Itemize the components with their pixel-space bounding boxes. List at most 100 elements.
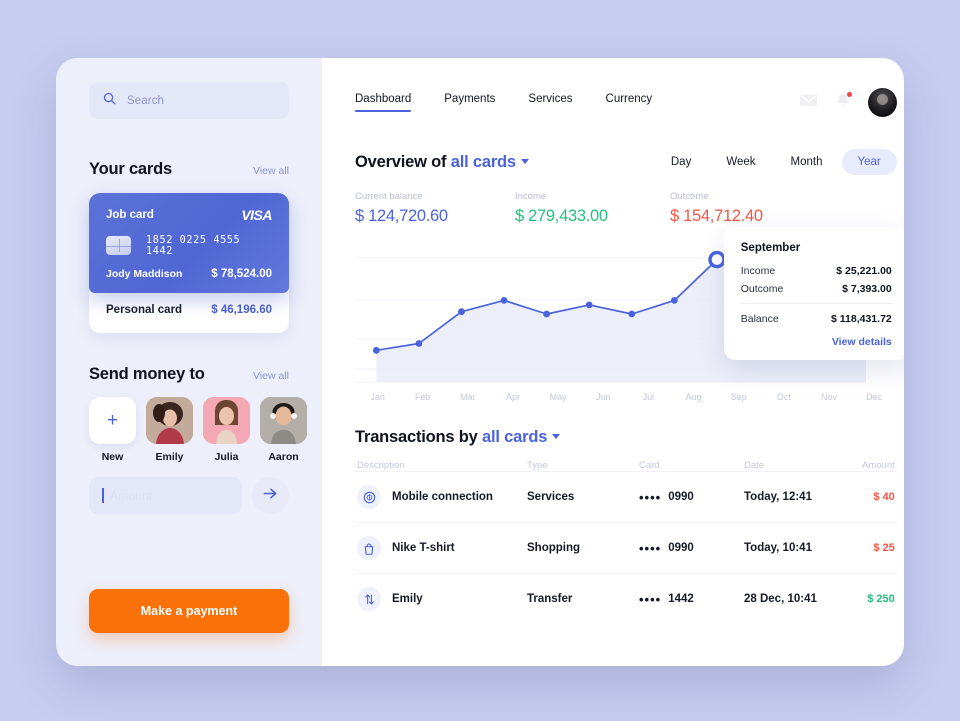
amount-row: Amount [89,477,289,514]
balance-chart[interactable]: Jan Feb Mar Apr May Jun Jul Aug Sep Oct Nov Dec Sep… [355,227,904,412]
tooltip-month: September [740,242,801,254]
mail-icon[interactable] [799,93,818,112]
add-recipient-button[interactable]: + [89,397,136,444]
tab-services[interactable]: Services [528,93,573,105]
avatar [146,397,193,444]
stat-outcome: Outcome $ 154,712.40 [670,191,763,226]
recipient-label: Aaron [268,451,299,463]
recipient-julia[interactable]: Julia [203,397,250,463]
shopping-bag-icon [357,536,381,560]
tooltip-balance-value: $ 118,431.72 [831,313,892,325]
tab-currency[interactable]: Currency [605,93,653,105]
overview-title: Overview of all cards [355,153,529,172]
transactions-cards-selector[interactable]: all cards [482,428,548,446]
overview-cards-selector[interactable]: all cards [450,152,516,171]
avatar [260,397,307,444]
personal-card-balance: $ 46,196.60 [211,304,272,316]
col-type: Type [527,460,548,471]
card-holder-name: Jody Maddison [106,268,183,280]
table-row[interactable]: Nike T-shirt Shopping •••• 0990 Today, 1… [355,522,897,573]
period-month[interactable]: Month [790,156,823,168]
view-details-link[interactable]: View details [831,336,892,348]
tooltip-value: $ 7,393.00 [842,283,892,295]
send-money-view-all-link[interactable]: View all [253,370,289,382]
card-last4: 0990 [668,542,694,554]
x-axis-label: May [549,392,567,402]
stat-label: Outcome [670,191,709,202]
table-header: Description Type Card Date Amount [355,460,897,471]
card-mask-dots: •••• [639,591,662,607]
recipient-label: New [101,451,124,463]
x-axis-label: Apr [505,392,520,402]
recipients-list: + New Emily [89,397,307,463]
x-axis-label: Mar [460,392,476,402]
make-payment-button[interactable]: Make a payment [89,589,289,633]
recipient-new[interactable]: + New [89,397,136,463]
recipient-aaron[interactable]: Aaron [260,397,307,463]
bank-card-job[interactable]: Job card VISA 1852 0225 4555 1442 Jody M… [89,193,289,293]
send-money-button[interactable] [252,477,289,514]
card-last4: 0990 [668,491,694,503]
transaction-type: Services [527,491,575,503]
x-axis-label: Aug [685,392,702,402]
top-navigation: Dashboard Payments Services Currency [355,88,897,117]
card-number: 1852 0225 4555 1442 [146,234,241,257]
transaction-card: •••• 0990 [639,491,744,504]
stat-current-balance: Current balance $ 124,720.60 [355,191,515,226]
user-avatar[interactable] [867,88,897,117]
tab-dashboard[interactable]: Dashboard [355,93,412,112]
overview-title-prefix: Overview of [355,152,447,171]
nav-tabs: Dashboard Payments Services Currency [355,93,652,112]
col-description: Description [357,460,405,471]
transaction-description: Mobile connection [392,491,493,503]
tooltip-balance-label: Balance [740,313,779,325]
send-money-title: Send money to [89,365,205,383]
col-amount: Amount [862,460,895,471]
card-mask-dots: •••• [639,540,662,556]
transaction-description: Emily [392,593,423,605]
tooltip-value: $ 25,221.00 [836,265,892,277]
bank-card-personal[interactable]: Personal card $ 46,196.60 [89,287,289,333]
x-axis-label: Dec [866,392,883,402]
tooltip-income-row: Income $ 25,221.00 [741,265,892,277]
transaction-amount: $ 25 [873,542,895,554]
table-row[interactable]: Mobile connection Services •••• 0990 Tod… [355,471,897,522]
amount-input[interactable]: Amount [89,477,242,514]
plus-icon: + [106,410,119,431]
search-input[interactable]: Search [89,82,289,119]
bank-card-name: Job card [106,209,154,221]
recipient-emily[interactable]: Emily [146,397,193,463]
transaction-description: Nike T-shirt [392,542,455,554]
tooltip-label: Income [740,265,776,277]
x-axis-label: Feb [414,392,431,402]
tooltip-label: Outcome [740,283,784,295]
tooltip-balance-row: Balance $ 118,431.72 [741,313,892,325]
period-year[interactable]: Year [841,149,897,175]
cards-view-all-link[interactable]: View all [253,165,289,177]
bell-icon[interactable] [835,90,853,114]
chevron-down-icon[interactable] [552,434,561,439]
col-card: Card [639,460,660,471]
stats-row: Current balance $ 124,720.60 Income $ 27… [355,191,897,226]
tab-payments[interactable]: Payments [444,93,496,105]
transaction-date: 28 Dec, 10:41 [744,593,817,605]
chevron-down-icon[interactable] [520,158,529,164]
col-date: Date [744,460,765,471]
main-content: Dashboard Payments Services Currency Ove… [322,58,904,666]
stat-label: Income [515,191,547,202]
search-icon [103,92,116,110]
transfer-icon [357,587,381,611]
period-week[interactable]: Week [726,156,756,168]
transactions-table: Description Type Card Date Amount Mobile… [355,460,897,624]
x-axis-label: Sep [730,392,747,402]
card-stack: Job card VISA 1852 0225 4555 1442 Jody M… [89,193,289,333]
table-row[interactable]: Emily Transfer •••• 1442 28 Dec, 10:41 $… [355,573,897,624]
period-filters: Day Week Month Year [655,149,897,175]
card-chip-icon [106,236,131,255]
chart-x-axis: Jan Feb Mar Apr May Jun Jul Aug Sep Oct Nov Dec [355,392,897,402]
period-day[interactable]: Day [670,156,692,168]
transactions-title-prefix: Transactions by [355,428,478,446]
stat-value: $ 154,712.40 [670,207,763,225]
tooltip-outcome-row: Outcome $ 7,393.00 [741,283,892,295]
stat-label: Current balance [355,191,423,202]
